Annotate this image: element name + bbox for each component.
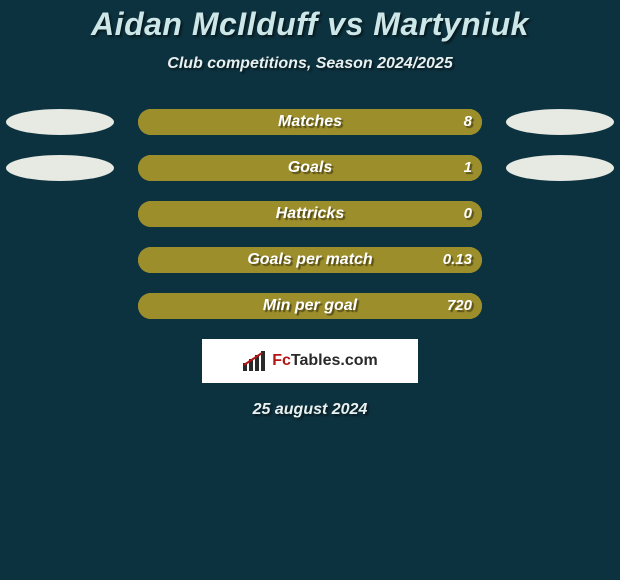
value-right: 8 — [464, 109, 472, 135]
comparison-infographic: Aidan McIlduff vs Martyniuk Club competi… — [0, 0, 620, 580]
player-badge-right — [506, 109, 614, 135]
value-right: 720 — [447, 293, 472, 319]
page-title: Aidan McIlduff vs Martyniuk — [0, 6, 620, 43]
stat-row-goals-per-match: 0.13 Goals per match — [0, 247, 620, 273]
bar-fill — [138, 201, 482, 227]
logo-text: FcTables.com — [272, 352, 378, 370]
value-right: 0 — [464, 201, 472, 227]
stat-row-goals: 1 Goals — [0, 155, 620, 181]
date-line: 25 august 2024 — [0, 401, 620, 419]
value-right: 0.13 — [443, 247, 472, 273]
site-logo: FcTables.com — [202, 339, 418, 383]
bar-fill — [138, 247, 482, 273]
stat-row-matches: 8 Matches — [0, 109, 620, 135]
player-badge-right — [506, 155, 614, 181]
bars-icon — [242, 351, 268, 371]
stat-rows: 8 Matches 1 Goals 0 Hattricks 0. — [0, 109, 620, 319]
player-badge-left — [6, 109, 114, 135]
player-badge-left — [6, 155, 114, 181]
logo-text-main: Tables.com — [291, 352, 378, 369]
bar-fill — [138, 293, 482, 319]
stat-row-min-per-goal: 720 Min per goal — [0, 293, 620, 319]
bar-fill — [138, 155, 482, 181]
page-subtitle: Club competitions, Season 2024/2025 — [0, 55, 620, 73]
stat-row-hattricks: 0 Hattricks — [0, 201, 620, 227]
value-right: 1 — [464, 155, 472, 181]
bar-fill — [138, 109, 482, 135]
logo-text-accent: Fc — [272, 352, 291, 369]
